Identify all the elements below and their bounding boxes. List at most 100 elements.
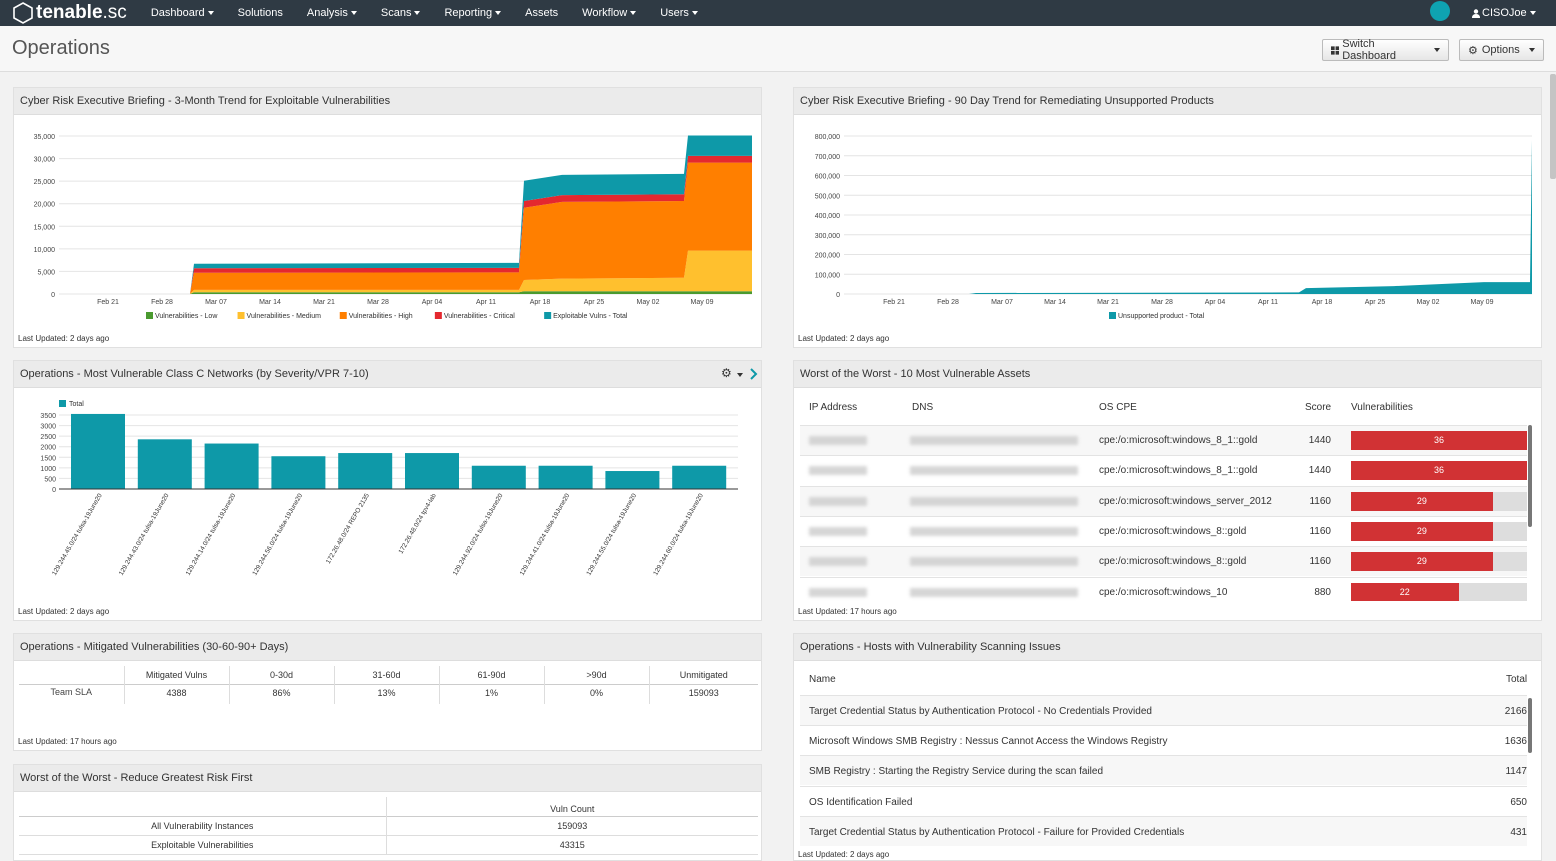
- y-tick-label: 300,000: [815, 233, 840, 240]
- col-name[interactable]: Name: [809, 674, 836, 685]
- nav-solutions[interactable]: Solutions: [226, 0, 295, 26]
- x-tick-label: Apr 18: [530, 299, 551, 306]
- user-menu[interactable]: CISOJoe: [1472, 0, 1536, 26]
- col-unmitigated: Unmitigated: [679, 669, 728, 680]
- col-score[interactable]: Score: [1305, 402, 1332, 413]
- legend-swatch: [339, 312, 347, 319]
- x-tick-label: Feb 21: [883, 299, 905, 306]
- table-row[interactable]: Microsoft Windows SMB Registry : Nessus …: [800, 725, 1527, 755]
- table-row[interactable]: Target Credential Status by Authenticati…: [800, 695, 1527, 725]
- legend-label: Unsupported product - Total: [1118, 313, 1205, 320]
- notification-icon[interactable]: [1430, 1, 1450, 21]
- panel-title: Cyber Risk Executive Briefing - 3-Month …: [14, 88, 761, 115]
- cell-value[interactable]: 4388: [124, 684, 230, 704]
- panel-vulnerable-assets: Worst of the Worst - 10 Most Vulnerable …: [793, 360, 1542, 621]
- y-tick-label: 0: [51, 292, 55, 299]
- nav-solutions-label: Solutions: [237, 7, 283, 19]
- x-tick-label: Feb 21: [97, 299, 119, 306]
- col-total[interactable]: Total: [1506, 674, 1528, 685]
- cell-value[interactable]: 0%: [544, 684, 650, 704]
- y-tick-label: 0: [52, 487, 56, 494]
- class-c-networks-chart: Total3500300025002000150010005000129.244…: [40, 400, 738, 577]
- dns-redacted: [910, 496, 1078, 506]
- col-vulnerabilities[interactable]: Vulnerabilities: [1351, 402, 1413, 413]
- y-tick-label: 0: [836, 292, 840, 299]
- issue-total: 1147: [1505, 766, 1527, 778]
- table-row[interactable]: Target Credential Status by Authenticati…: [800, 815, 1527, 846]
- dns-redacted: [910, 526, 1078, 536]
- nav-users[interactable]: Users: [648, 0, 710, 26]
- cell-value[interactable]: 86%: [229, 684, 335, 704]
- col-vuln-count: Vuln Count: [550, 804, 595, 815]
- cell-value[interactable]: 159093: [557, 820, 588, 831]
- x-tick-label: Apr 18: [1312, 299, 1333, 306]
- cell-value[interactable]: 159093: [688, 687, 719, 698]
- table-row[interactable]: cpe:/o:microsoft:windows_10 880 22: [800, 576, 1527, 601]
- nav-dashboard-label: Dashboard: [150, 7, 205, 19]
- y-tick-label: 3500: [40, 413, 56, 420]
- col-os-cpe[interactable]: OS CPE: [1099, 402, 1137, 413]
- x-tick-label: 129.244.92.0/24 tulsa-19June20: [452, 492, 505, 577]
- x-tick-label: Apr 04: [1205, 299, 1226, 306]
- caret-down-icon: [630, 11, 637, 15]
- panel-scanning-issues: Operations - Hosts with Vulnerability Sc…: [793, 633, 1542, 861]
- tenable-logo[interactable]: tenable .sc: [12, 2, 127, 24]
- table-row[interactable]: cpe:/o:microsoft:windows_server_2012 1160…: [800, 485, 1527, 516]
- panel-unsupported-trend: Cyber Risk Executive Briefing - 90 Day T…: [793, 87, 1542, 348]
- os-cpe-cell: cpe:/o:microsoft:windows_8_1::gold: [1099, 465, 1258, 477]
- nav-reporting[interactable]: Reporting: [432, 0, 513, 26]
- table-row[interactable]: cpe:/o:microsoft:windows_8::gold 1160 29: [800, 515, 1527, 546]
- panel-title: Worst of the Worst - Reduce Greatest Ris…: [14, 765, 761, 792]
- y-tick-label: 10,000: [34, 247, 56, 254]
- caret-down-icon[interactable]: [737, 373, 743, 377]
- bar: [405, 453, 459, 489]
- issue-total: 1636: [1504, 736, 1527, 748]
- page-scrollbar[interactable]: [1550, 74, 1556, 179]
- assets-scrollbar[interactable]: [1528, 425, 1532, 527]
- row-label: Team SLA: [19, 684, 125, 704]
- empty-header-cell: [19, 797, 387, 816]
- cell-value[interactable]: 13%: [334, 684, 440, 704]
- nav-assets[interactable]: Assets: [513, 0, 570, 26]
- panel-footer: Last Updated: 2 days ago: [18, 334, 110, 343]
- cell-value[interactable]: 1%: [439, 684, 545, 704]
- col-dns[interactable]: DNS: [912, 402, 934, 413]
- col-0-30d: 0-30d: [229, 666, 335, 684]
- mitigated-table: Mitigated Vulns 0-30d 31-60d 61-90d >90d…: [19, 666, 758, 704]
- table-row[interactable]: SMB Registry : Starting the Registry Ser…: [800, 755, 1527, 786]
- hexagon-logo-icon: [13, 2, 33, 24]
- table-row[interactable]: cpe:/o:microsoft:windows_8_1::gold 1440 36: [800, 425, 1527, 455]
- panel-mitigated-vulns: Operations - Mitigated Vulnerabilities (…: [13, 633, 762, 751]
- top-navbar: tenable .sc Dashboard Solutions Analysis …: [0, 0, 1556, 26]
- options-button[interactable]: ⚙ Options: [1459, 39, 1544, 61]
- nav-dashboard[interactable]: Dashboard: [139, 0, 226, 26]
- x-tick-label: Mar 28: [367, 299, 389, 306]
- nav-scans[interactable]: Scans: [369, 0, 433, 26]
- legend-label: Total: [69, 401, 84, 408]
- table-row[interactable]: cpe:/o:microsoft:windows_8::gold 1160 29: [800, 546, 1527, 577]
- nav-workflow[interactable]: Workflow: [570, 0, 648, 26]
- panel-footer: Last Updated: 17 hours ago: [18, 737, 117, 746]
- col-31-60d: 31-60d: [334, 666, 440, 684]
- y-tick-label: 35,000: [34, 134, 56, 141]
- os-cpe-cell: cpe:/o:microsoft:windows_server_2012: [1099, 495, 1272, 507]
- issues-scrollbar[interactable]: [1528, 698, 1532, 753]
- vuln-bar: 36: [1351, 461, 1527, 481]
- nav-analysis[interactable]: Analysis: [295, 0, 369, 26]
- x-tick-label: 129.244.41.0/24 tulsa-19June20: [519, 492, 572, 577]
- score-cell: 1160: [1309, 495, 1331, 507]
- cell-value[interactable]: 43315: [559, 839, 585, 850]
- panel-footer: Last Updated: 2 days ago: [798, 334, 890, 343]
- legend-swatch: [544, 312, 552, 319]
- chevron-right-icon[interactable]: [750, 368, 758, 380]
- x-tick-label: Feb 28: [937, 299, 959, 306]
- switch-dashboard-button[interactable]: Switch Dashboard: [1322, 38, 1449, 62]
- gear-icon[interactable]: ⚙: [721, 366, 732, 380]
- x-tick-label: 172.26.48.0/24 REPO 2135: [325, 492, 371, 565]
- table-row[interactable]: cpe:/o:microsoft:windows_8_1::gold 1440 36: [800, 455, 1527, 485]
- x-tick-label: Apr 11: [476, 299, 496, 306]
- x-tick-label: Mar 21: [313, 299, 335, 306]
- col-ip-address[interactable]: IP Address: [809, 402, 858, 413]
- table-row[interactable]: OS Identification Failed 650: [800, 785, 1527, 816]
- x-tick-label: 129.244.56.0/24 tulsa-19June20: [251, 492, 304, 577]
